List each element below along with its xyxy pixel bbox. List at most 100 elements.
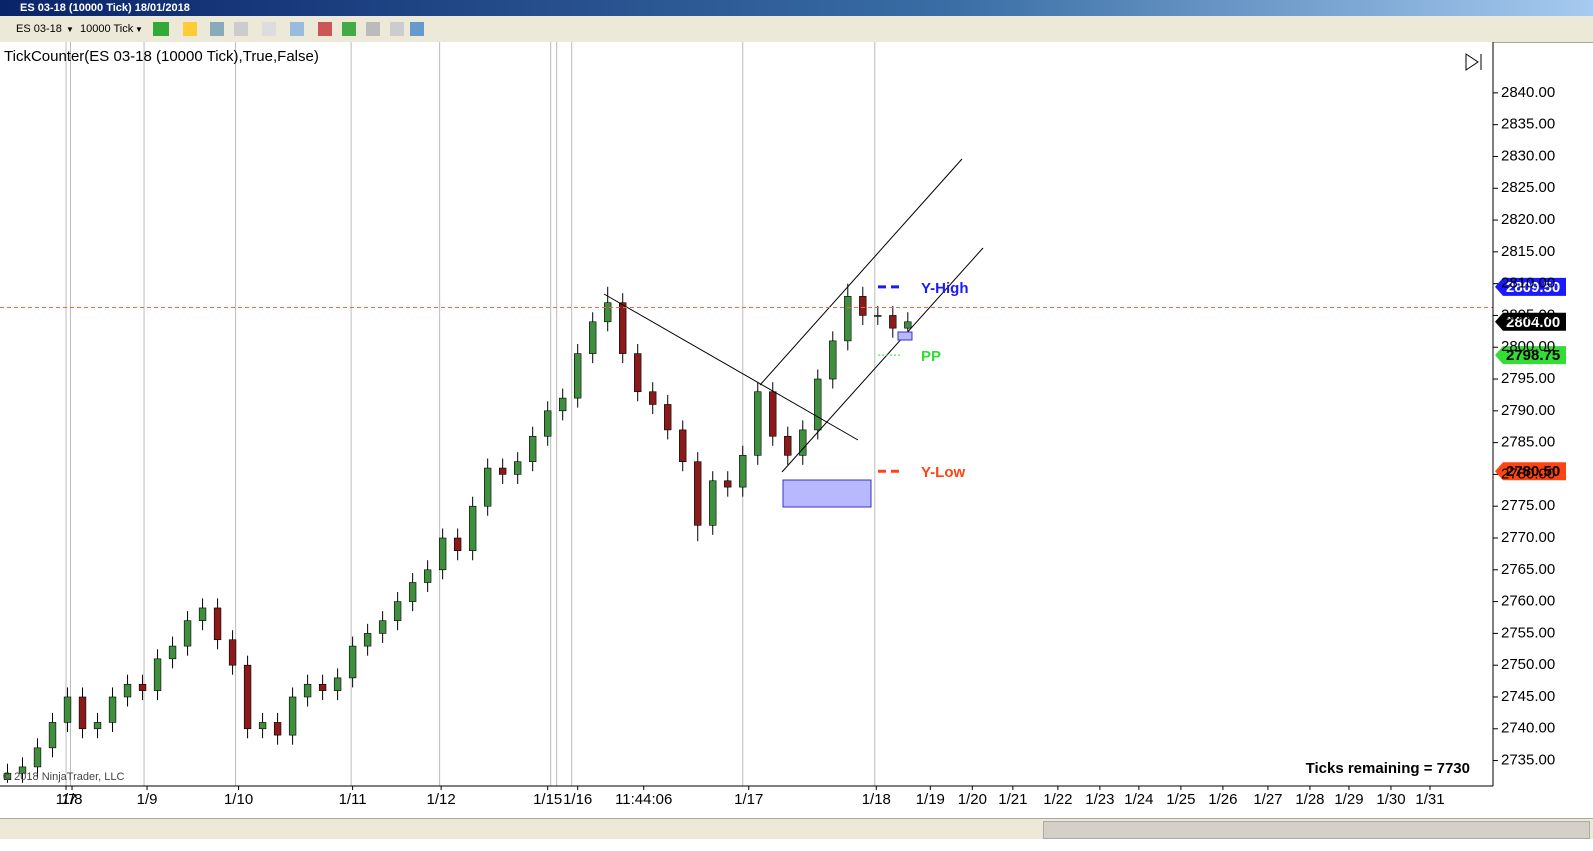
x-tick-label: 1/22	[1043, 791, 1072, 808]
y-tick-label: 2815.00	[1501, 243, 1555, 260]
candle-body	[138, 683, 147, 691]
y-tick-label: 2755.00	[1501, 624, 1555, 641]
price-tag	[1495, 346, 1566, 365]
candle-body	[33, 747, 42, 768]
y-tick-label: 2735.00	[1501, 752, 1555, 769]
interval-select[interactable]: 10000 Tick	[80, 23, 134, 35]
tool-button[interactable]	[410, 22, 424, 36]
tool-button[interactable]	[234, 22, 248, 36]
y-tick-label: 2795.00	[1501, 370, 1555, 387]
candle-body	[874, 315, 882, 317]
candle-body	[423, 569, 432, 583]
bars-button[interactable]	[153, 22, 169, 36]
x-tick-label: 11:44:06	[615, 791, 672, 808]
channel-line	[781, 247, 984, 473]
chart: Y-High 2809.50 PP 2798.75 Y-Low 2780.50 2804.0…	[0, 42, 1566, 808]
candle-body	[904, 321, 912, 329]
candle-body	[529, 435, 537, 462]
level-label: Y-High	[921, 280, 969, 297]
candle-body	[393, 601, 402, 621]
candle-body	[574, 353, 582, 399]
instrument-select[interactable]: ES 03-18	[16, 23, 62, 35]
y-tick-label: 2745.00	[1501, 688, 1555, 705]
x-tick-label: 1/29	[1334, 791, 1363, 808]
candle-body	[318, 683, 327, 691]
tool-button[interactable]	[342, 22, 356, 36]
candle-body	[363, 633, 372, 647]
y-tick-label: 2820.00	[1501, 211, 1555, 228]
candle-body	[378, 620, 387, 634]
tool-button[interactable]	[210, 22, 224, 36]
channel-line	[759, 158, 963, 386]
candle-body	[844, 296, 852, 342]
candle-body	[288, 696, 297, 736]
x-tick-label: 1/12	[427, 791, 456, 808]
ticks-remaining: Ticks remaining = 7730	[1306, 760, 1470, 777]
candle-body	[859, 296, 867, 316]
tool-button[interactable]	[366, 22, 380, 36]
tool-button[interactable]	[318, 22, 332, 36]
zone-box	[782, 479, 872, 508]
y-tick-label: 2750.00	[1501, 656, 1555, 673]
candle-body	[63, 696, 72, 723]
y-tick-label: 2810.00	[1501, 275, 1555, 292]
x-tick-label: 1/31	[1415, 791, 1444, 808]
scrollbar[interactable]	[0, 818, 1593, 839]
candle-body	[634, 353, 642, 393]
draw-button[interactable]	[183, 22, 197, 36]
candle-body	[589, 321, 597, 354]
last-price-tag	[1495, 312, 1566, 331]
tool-button[interactable]	[390, 22, 404, 36]
y-tick-label: 2790.00	[1501, 402, 1555, 419]
candle-body	[18, 766, 27, 774]
y-tick-label: 2805.00	[1501, 306, 1555, 323]
candle-body	[333, 677, 342, 691]
candle-body	[784, 435, 792, 456]
plot-area	[0, 42, 1493, 786]
candle-body	[108, 696, 117, 723]
cursor-button[interactable]	[262, 22, 276, 36]
candle-body	[679, 429, 687, 462]
x-tick-label: 1/15	[533, 791, 562, 808]
x-tick-label: 1/19	[916, 791, 945, 808]
x-tick-label: 1/26	[1208, 791, 1237, 808]
x-tick-label: 1/9	[137, 791, 158, 808]
candle-body	[258, 722, 267, 730]
candle-body	[709, 480, 717, 526]
x-tick-label: 1/8	[62, 791, 83, 808]
x-tick-label: 1/20	[958, 791, 987, 808]
panel-button[interactable]	[1464, 52, 1484, 72]
toolbar-icons: ▼ ▼	[66, 22, 424, 36]
candle-body	[348, 645, 357, 679]
candle-body	[228, 639, 237, 666]
y-tick-label: 2800.00	[1501, 338, 1555, 355]
candle-body	[78, 696, 87, 730]
y-tick-label: 2830.00	[1501, 147, 1555, 164]
candle-body	[303, 683, 312, 698]
zoom-button[interactable]	[290, 22, 304, 36]
last-price-label: 2804.00	[1506, 314, 1560, 331]
indicator-label: TickCounter(ES 03-18 (10000 Tick),True,F…	[4, 48, 319, 65]
candle-body	[769, 391, 777, 437]
trend-line	[603, 293, 859, 441]
y-tick-label: 2835.00	[1501, 116, 1555, 133]
candle-body	[799, 429, 807, 456]
x-tick-label: 1/17	[734, 791, 763, 808]
candle-body	[468, 505, 477, 552]
candle-body	[168, 645, 177, 660]
toolbar: ES 03-18 10000 Tick ▼ ▼	[0, 16, 1593, 43]
price-tag	[1495, 277, 1566, 296]
x-tick-label: 1/24	[1124, 791, 1153, 808]
candle-body	[498, 467, 507, 475]
candle-body	[93, 722, 102, 730]
level-label: Y-Low	[921, 464, 965, 481]
x-tick-label: 1/25	[1166, 791, 1195, 808]
y-tick-label: 2765.00	[1501, 561, 1555, 578]
candle-body	[408, 582, 417, 602]
candle-body	[829, 340, 837, 380]
candle-body	[889, 315, 897, 329]
candle-body	[213, 607, 222, 641]
level-label: PP	[921, 348, 941, 365]
candle-body	[619, 302, 627, 354]
